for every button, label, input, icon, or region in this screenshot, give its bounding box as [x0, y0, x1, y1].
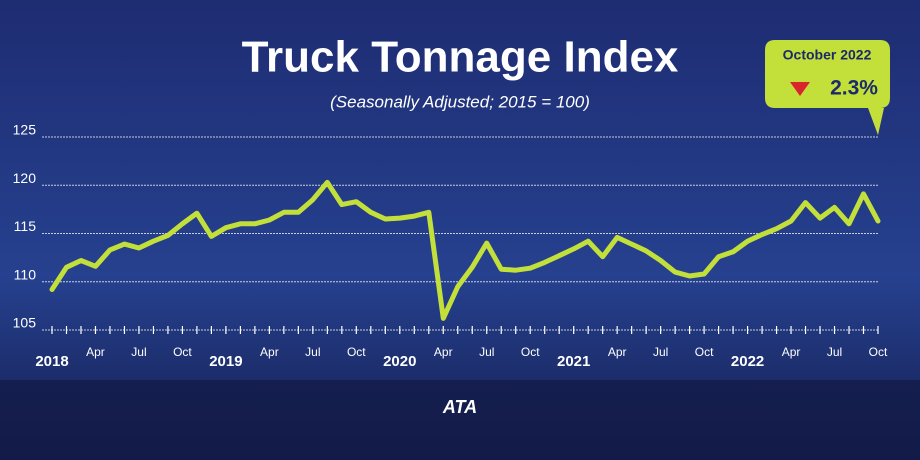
y-tick-label: 120 — [13, 170, 37, 186]
x-tick-label: Oct — [521, 345, 540, 359]
x-tick-label: Jul — [653, 345, 668, 359]
x-tick-label: Jul — [479, 345, 494, 359]
x-tick-label: Apr — [782, 345, 801, 359]
x-tick-label: Apr — [260, 345, 279, 359]
y-tick-label: 125 — [13, 122, 37, 138]
down-arrow — [790, 82, 810, 96]
road — [0, 380, 920, 460]
y-tick-label: 115 — [14, 218, 37, 234]
x-tick-label: 2022 — [731, 353, 764, 370]
x-tick-label: Apr — [608, 345, 627, 359]
x-tick-label: Jul — [827, 345, 842, 359]
x-tick-label: Apr — [434, 345, 453, 359]
logo: ATA — [442, 397, 477, 417]
x-tick-label: 2018 — [35, 353, 68, 370]
data-line — [49, 179, 881, 321]
callout-box — [765, 40, 890, 135]
chart-subtitle: (Seasonally Adjusted; 2015 = 100) — [330, 92, 590, 111]
x-tick-label: 2019 — [209, 353, 242, 370]
chart-title: Truck Tonnage Index — [242, 33, 679, 82]
x-tick-label: Oct — [347, 345, 366, 359]
x-tick-label: Oct — [695, 345, 714, 359]
x-tick-label: Oct — [869, 345, 888, 359]
callout-change: 2.3% — [830, 77, 878, 100]
x-tick-label: 2021 — [557, 353, 590, 370]
x-tick-label: Oct — [173, 345, 192, 359]
y-tick-label: 105 — [13, 315, 37, 331]
y-tick-label: 110 — [14, 266, 37, 282]
x-tick-label: Apr — [86, 345, 105, 359]
x-tick-label: Jul — [305, 345, 320, 359]
callout-label: October 2022 — [783, 47, 872, 63]
callout: October 2022 2.3% — [765, 40, 890, 135]
x-tick-label: 2020 — [383, 353, 416, 370]
x-tick-label: Jul — [131, 345, 146, 359]
